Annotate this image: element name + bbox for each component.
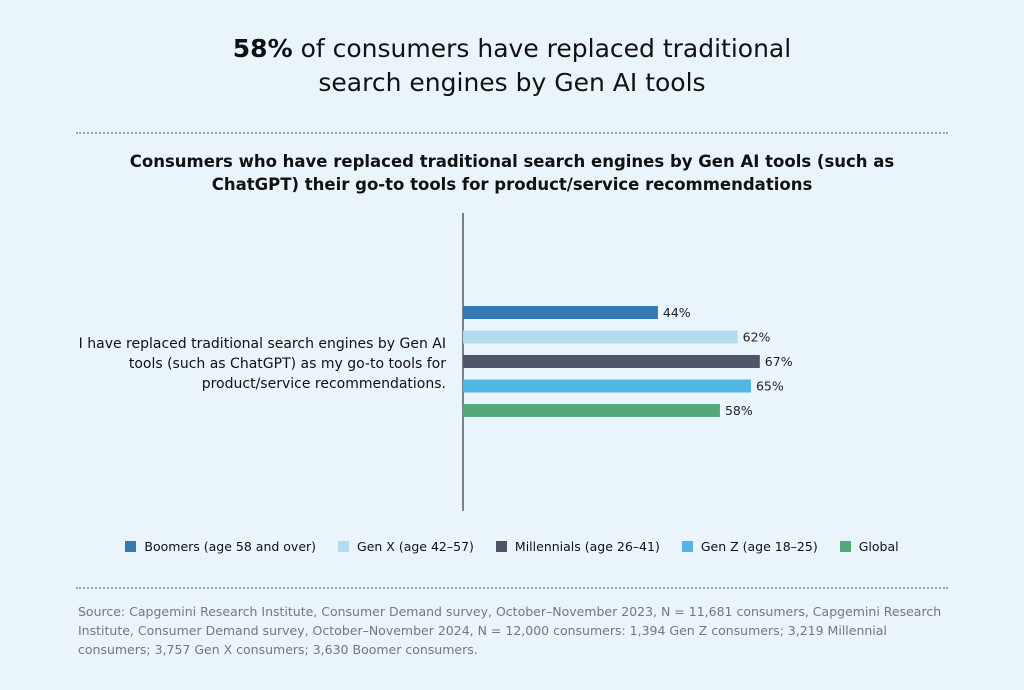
bar-3 <box>463 379 751 393</box>
category-label: I have replaced traditional search engin… <box>78 336 446 392</box>
legend-item: Gen Z (age 18–25) <box>681 539 818 554</box>
data-label-3: 65% <box>756 379 784 394</box>
data-label-0: 44% <box>663 305 691 320</box>
legend: Boomers (age 58 and over) Gen X (age 42–5… <box>0 539 1024 554</box>
data-label-2: 67% <box>765 354 793 369</box>
legend-swatch <box>495 541 507 552</box>
page-title: 58% of consumers have replaced tradition… <box>0 32 1024 100</box>
bar-4 <box>463 404 720 417</box>
legend-swatch <box>839 541 851 552</box>
legend-item: Gen X (age 42–57) <box>338 539 474 554</box>
legend-label: Boomers (age 58 and over) <box>144 539 317 554</box>
legend-label: Global <box>858 539 899 554</box>
legend-item: Millennials (age 26–41) <box>495 539 660 554</box>
legend-swatch <box>681 541 693 552</box>
divider-bottom <box>76 587 948 589</box>
legend-swatch <box>338 541 350 552</box>
legend-label: Millennials (age 26–41) <box>514 539 660 554</box>
title-highlight: 58% <box>232 34 293 63</box>
divider-top <box>76 132 948 134</box>
bar-2 <box>463 355 760 368</box>
legend-item: Global <box>839 539 899 554</box>
legend-item: Boomers (age 58 and over) <box>125 539 316 554</box>
chart-title: Consumers who have replaced traditional … <box>0 150 1024 196</box>
legend-label: Gen X (age 42–57) <box>357 539 474 554</box>
data-label-4: 58% <box>725 403 753 418</box>
chart-title-text: Consumers who have replaced traditional … <box>129 152 895 194</box>
source-note: Source: Capgemini Research Institute, Co… <box>78 604 942 657</box>
title-text: of consumers have replaced traditional s… <box>292 34 792 97</box>
data-label-1: 62% <box>743 330 771 345</box>
legend-swatch <box>125 541 137 552</box>
bar-1 <box>463 330 738 344</box>
legend-label: Gen Z (age 18–25) <box>700 539 818 554</box>
bar-0 <box>463 306 658 319</box>
